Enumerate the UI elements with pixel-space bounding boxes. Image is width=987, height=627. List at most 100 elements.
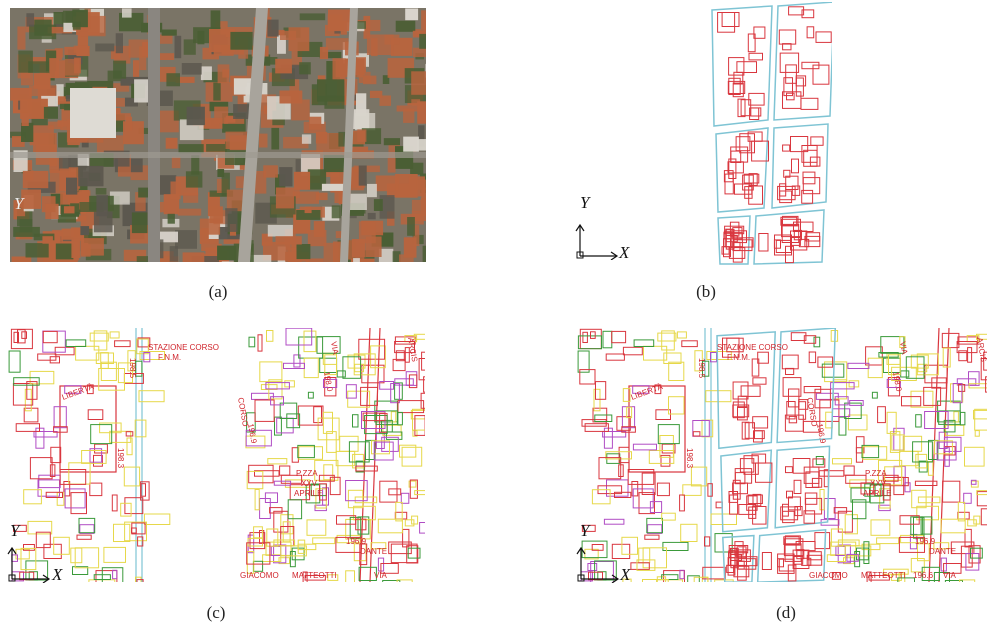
label-elev-4-d: 196.9	[915, 537, 936, 546]
b-building	[775, 239, 792, 253]
ctr-feature	[298, 446, 323, 460]
y-axis-label-b: Y	[580, 193, 590, 212]
ctr-feature	[316, 336, 341, 354]
ctr-feature	[920, 516, 933, 535]
roof-patch	[166, 73, 180, 87]
roof-patch	[392, 251, 401, 262]
ctr-feature	[912, 441, 933, 463]
roof-patch	[41, 95, 58, 107]
b-building	[802, 171, 816, 185]
ctr-feature	[584, 548, 599, 560]
ctr-feature	[13, 331, 19, 343]
d-building	[751, 358, 760, 377]
roof-patch	[356, 93, 367, 117]
b-building	[781, 218, 801, 238]
ctr-feature	[283, 362, 305, 369]
caption-a: (a)	[208, 282, 228, 301]
roof-patch	[331, 205, 341, 219]
ctr-feature	[103, 546, 127, 563]
roof-patch	[159, 251, 174, 262]
ctr-feature	[900, 370, 910, 378]
roof-patch	[403, 237, 417, 258]
ctr-feature	[899, 515, 920, 525]
roof-patch	[419, 33, 426, 49]
ctr-feature	[298, 336, 324, 359]
roof-patch	[138, 187, 156, 198]
ctr-feature	[952, 383, 963, 404]
ctr-feature	[354, 496, 378, 504]
large-building	[70, 88, 116, 138]
ctr-feature	[282, 521, 291, 543]
ctr-feature	[38, 474, 61, 489]
ctr-feature	[606, 479, 629, 497]
b-building	[751, 140, 770, 162]
roof-patch	[321, 183, 348, 191]
ctr-feature	[246, 551, 255, 574]
ctr-feature	[936, 441, 957, 461]
roof-patch	[418, 125, 425, 147]
ctr-feature	[940, 518, 966, 534]
d-building	[806, 554, 823, 566]
x-axis-label-b: X	[619, 243, 630, 262]
b-building	[783, 169, 791, 178]
ctr-feature	[285, 328, 313, 346]
roof-patch	[21, 112, 29, 126]
roof-patch	[49, 58, 60, 79]
ctr-feature	[898, 536, 925, 553]
roof-patch	[353, 21, 366, 29]
b-building	[734, 183, 753, 195]
ctr-feature	[843, 465, 855, 476]
roof-patch	[71, 239, 81, 258]
d-block	[776, 328, 837, 444]
ctr-feature	[120, 502, 132, 517]
ctr-feature	[43, 543, 62, 560]
label-elev-3: 196.9	[246, 423, 258, 445]
ctr-feature	[137, 536, 144, 547]
roof-patch	[388, 142, 400, 158]
roof-patch	[158, 110, 179, 133]
roof-patch	[354, 57, 366, 73]
roof-patch	[209, 190, 234, 197]
ctr-feature	[394, 378, 414, 386]
roof-patch	[56, 84, 64, 102]
ctr-feature	[139, 351, 165, 360]
b-building	[728, 247, 746, 259]
ctr-feature	[419, 522, 425, 534]
ctr-feature	[611, 543, 631, 560]
ctr-feature	[99, 422, 122, 434]
roof-patch	[77, 153, 89, 166]
label-corso-d: CORSO	[805, 397, 819, 427]
roof-patch	[80, 238, 104, 256]
ctr-feature	[13, 377, 40, 386]
d-building	[734, 468, 753, 484]
roof-patch	[382, 75, 390, 84]
ctr-feature	[965, 553, 980, 571]
b-building	[785, 245, 794, 264]
ctr-feature	[385, 431, 403, 440]
roof-patch	[12, 136, 25, 147]
roof-patch	[178, 144, 204, 154]
ctr-feature	[123, 466, 141, 487]
roof-patch	[412, 30, 426, 38]
d-building	[737, 406, 748, 421]
ctr-feature	[264, 492, 278, 503]
ctr-feature	[93, 574, 111, 580]
roof-patch	[41, 35, 52, 43]
ctr-feature	[355, 465, 378, 472]
roof-patch	[202, 47, 220, 60]
roof-patch	[415, 179, 426, 190]
ctr-feature	[280, 514, 294, 535]
roof-patch	[78, 165, 104, 187]
ctr-feature	[42, 330, 66, 353]
b-building	[791, 185, 801, 196]
b-building	[791, 158, 799, 174]
ctr-feature	[837, 510, 853, 533]
ctr-feature	[927, 461, 934, 476]
ctr-feature	[710, 513, 738, 525]
ctr-feature	[252, 560, 264, 572]
roof-patch	[48, 121, 63, 130]
ctr-feature	[59, 469, 87, 485]
roof-patch	[422, 245, 426, 262]
ctr-feature	[254, 399, 275, 422]
roof-patch	[136, 256, 151, 262]
